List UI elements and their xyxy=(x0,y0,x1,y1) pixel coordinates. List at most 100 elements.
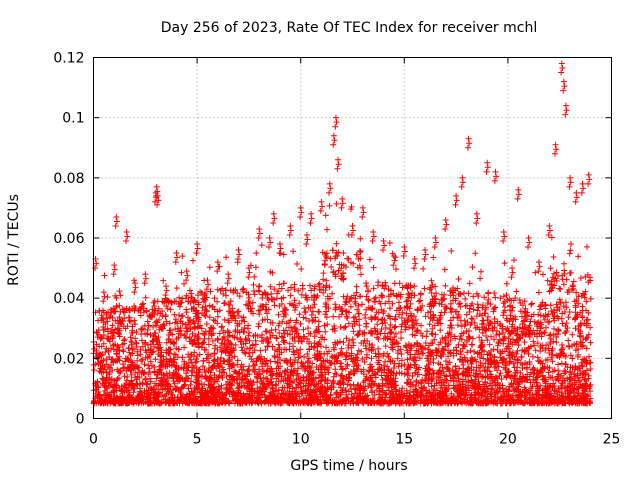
data-point xyxy=(127,334,134,341)
data-point xyxy=(387,291,394,298)
data-point xyxy=(289,335,296,342)
data-point xyxy=(555,361,562,368)
data-point xyxy=(415,348,422,355)
data-point xyxy=(226,381,233,388)
data-point xyxy=(487,352,494,359)
data-point xyxy=(536,387,543,394)
data-point xyxy=(326,283,333,290)
data-point xyxy=(207,387,214,394)
data-point xyxy=(470,306,477,313)
data-point xyxy=(543,400,550,407)
data-point xyxy=(503,280,510,287)
data-point xyxy=(292,391,299,398)
data-point xyxy=(569,399,576,406)
data-point xyxy=(572,347,579,354)
data-point xyxy=(316,350,323,357)
data-point xyxy=(485,357,492,364)
data-point xyxy=(478,343,485,350)
data-point xyxy=(554,304,561,311)
data-point xyxy=(391,324,398,331)
data-point xyxy=(100,326,107,333)
data-point xyxy=(164,305,171,312)
data-point xyxy=(96,308,103,315)
data-point xyxy=(422,313,429,320)
data-point xyxy=(123,367,130,374)
data-point xyxy=(437,320,444,327)
data-point xyxy=(329,354,336,361)
data-point xyxy=(360,385,367,392)
data-point xyxy=(323,308,330,315)
data-point xyxy=(508,297,515,304)
data-point xyxy=(427,308,434,315)
data-point xyxy=(583,393,590,400)
data-point xyxy=(369,366,376,373)
data-point xyxy=(554,391,561,398)
data-point xyxy=(507,349,514,356)
data-point xyxy=(333,200,340,207)
data-point xyxy=(146,365,153,372)
data-point xyxy=(199,363,206,370)
data-point xyxy=(175,346,182,353)
data-point xyxy=(345,309,352,316)
data-point xyxy=(169,391,176,398)
data-point xyxy=(270,398,277,405)
data-point xyxy=(151,363,158,370)
data-point xyxy=(121,336,128,343)
data-point xyxy=(374,366,381,373)
data-point xyxy=(403,303,410,310)
data-point xyxy=(520,325,527,332)
data-point xyxy=(354,306,361,313)
data-point xyxy=(579,303,586,310)
data-point xyxy=(491,357,498,364)
data-point xyxy=(541,365,548,372)
data-point xyxy=(550,270,557,277)
data-point xyxy=(451,385,458,392)
data-point xyxy=(176,294,183,301)
data-point xyxy=(545,319,552,326)
data-point xyxy=(499,400,506,407)
data-point xyxy=(116,314,123,321)
data-point xyxy=(345,320,352,327)
data-point xyxy=(537,325,544,332)
data-point xyxy=(549,274,556,281)
data-point xyxy=(465,333,472,340)
data-point xyxy=(175,330,182,337)
data-point xyxy=(513,351,520,358)
data-point xyxy=(311,333,318,340)
data-point xyxy=(455,301,462,308)
data-point xyxy=(237,390,244,397)
data-point xyxy=(323,301,330,308)
data-point xyxy=(151,368,158,375)
data-point xyxy=(178,269,185,276)
data-point xyxy=(383,380,390,387)
data-point xyxy=(477,359,484,366)
data-point xyxy=(319,374,326,381)
data-point xyxy=(459,358,466,365)
data-point xyxy=(249,398,256,405)
data-point xyxy=(309,376,316,383)
data-point xyxy=(297,320,304,327)
data-point xyxy=(287,284,294,291)
data-point xyxy=(132,321,139,328)
data-point xyxy=(562,323,569,330)
data-point xyxy=(413,365,420,372)
data-point xyxy=(543,342,550,349)
data-point xyxy=(279,318,286,325)
data-point xyxy=(450,384,457,391)
data-point xyxy=(163,318,170,325)
data-point xyxy=(294,260,301,267)
data-point xyxy=(147,375,154,382)
data-point xyxy=(458,336,465,343)
data-point xyxy=(480,363,487,370)
data-point xyxy=(534,323,541,330)
data-point xyxy=(246,400,253,407)
data-point xyxy=(437,327,444,334)
data-point xyxy=(252,337,259,344)
data-point xyxy=(397,400,404,407)
data-point xyxy=(344,315,351,322)
data-point xyxy=(485,313,492,320)
data-point xyxy=(315,380,322,387)
data-point xyxy=(323,400,330,407)
data-point xyxy=(447,337,454,344)
data-point xyxy=(549,345,556,352)
